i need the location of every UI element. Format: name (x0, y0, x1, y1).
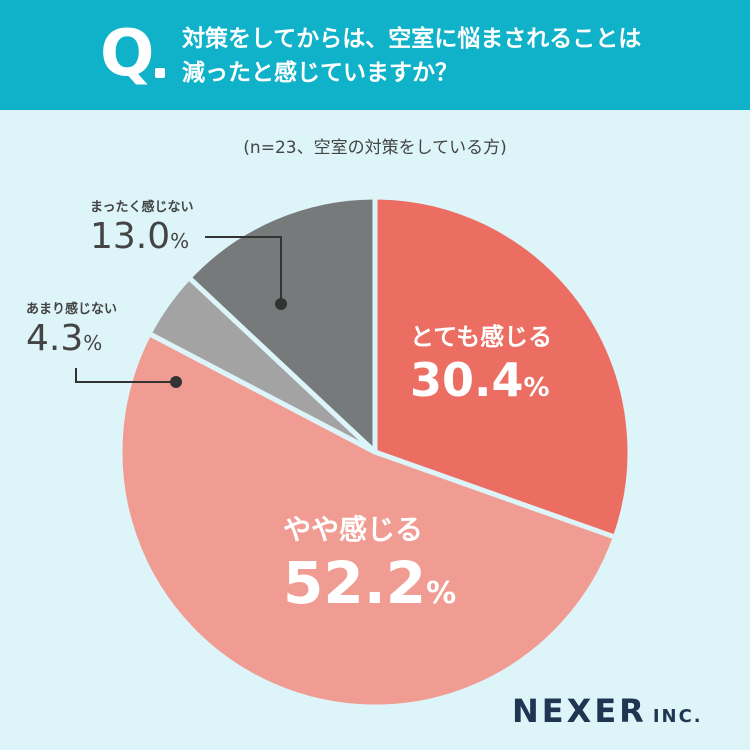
slice-value-yaya: 52.2 (283, 549, 427, 617)
q-mark: Q (100, 17, 155, 91)
slice-unit-amari: % (83, 331, 103, 355)
logo-name: NEXER (512, 692, 647, 730)
q-dot (155, 68, 165, 78)
leader-line-mattaku (205, 236, 282, 304)
sample-note: (n=23、空室の対策をしている方) (243, 138, 507, 158)
question-line-1: 対策をしてからは、空室に悩まされることは (182, 26, 642, 52)
leader-dot-mattaku (275, 298, 287, 310)
slice-label-totemo: とても感じる 30.4% (410, 322, 552, 408)
slice-value-totemo: 30.4 (410, 353, 524, 407)
question-text: 対策をしてからは、空室に悩まされることは 減ったと感じていますか？ (182, 22, 722, 90)
slice-label-mattaku: まったく感じない 13.0% (90, 200, 193, 258)
leader-dot-amari (170, 376, 182, 388)
question-header: Q 対策をしてからは、空室に悩まされることは 減ったと感じていますか？ (0, 0, 750, 110)
slice-name-yaya: やや感じる (283, 513, 424, 546)
pie-slice-mattaku (186, 194, 378, 455)
slice-label-amari: あまり感じない 4.3% (26, 302, 117, 360)
question-line-2: 減ったと感じていますか？ (182, 60, 458, 86)
leader-line-amari (75, 368, 176, 383)
pie-slice-yaya (117, 331, 618, 710)
slice-label-yaya: やや感じる 52.2% (283, 512, 456, 618)
nexer-logo: NEXER INC. (512, 692, 703, 730)
slice-name-totemo: とても感じる (410, 323, 553, 351)
slice-value-mattaku: 13.0 (90, 216, 171, 257)
slice-value-amari: 4.3 (26, 318, 84, 359)
slice-name-mattaku: まったく感じない (90, 200, 194, 215)
logo-suffix: INC. (652, 706, 703, 727)
pie-slice-totemo (372, 194, 633, 540)
slice-name-amari: あまり感じない (26, 302, 118, 317)
slice-unit-totemo: % (523, 373, 550, 403)
slice-unit-yaya: % (426, 576, 457, 611)
slice-unit-mattaku: % (170, 229, 190, 253)
